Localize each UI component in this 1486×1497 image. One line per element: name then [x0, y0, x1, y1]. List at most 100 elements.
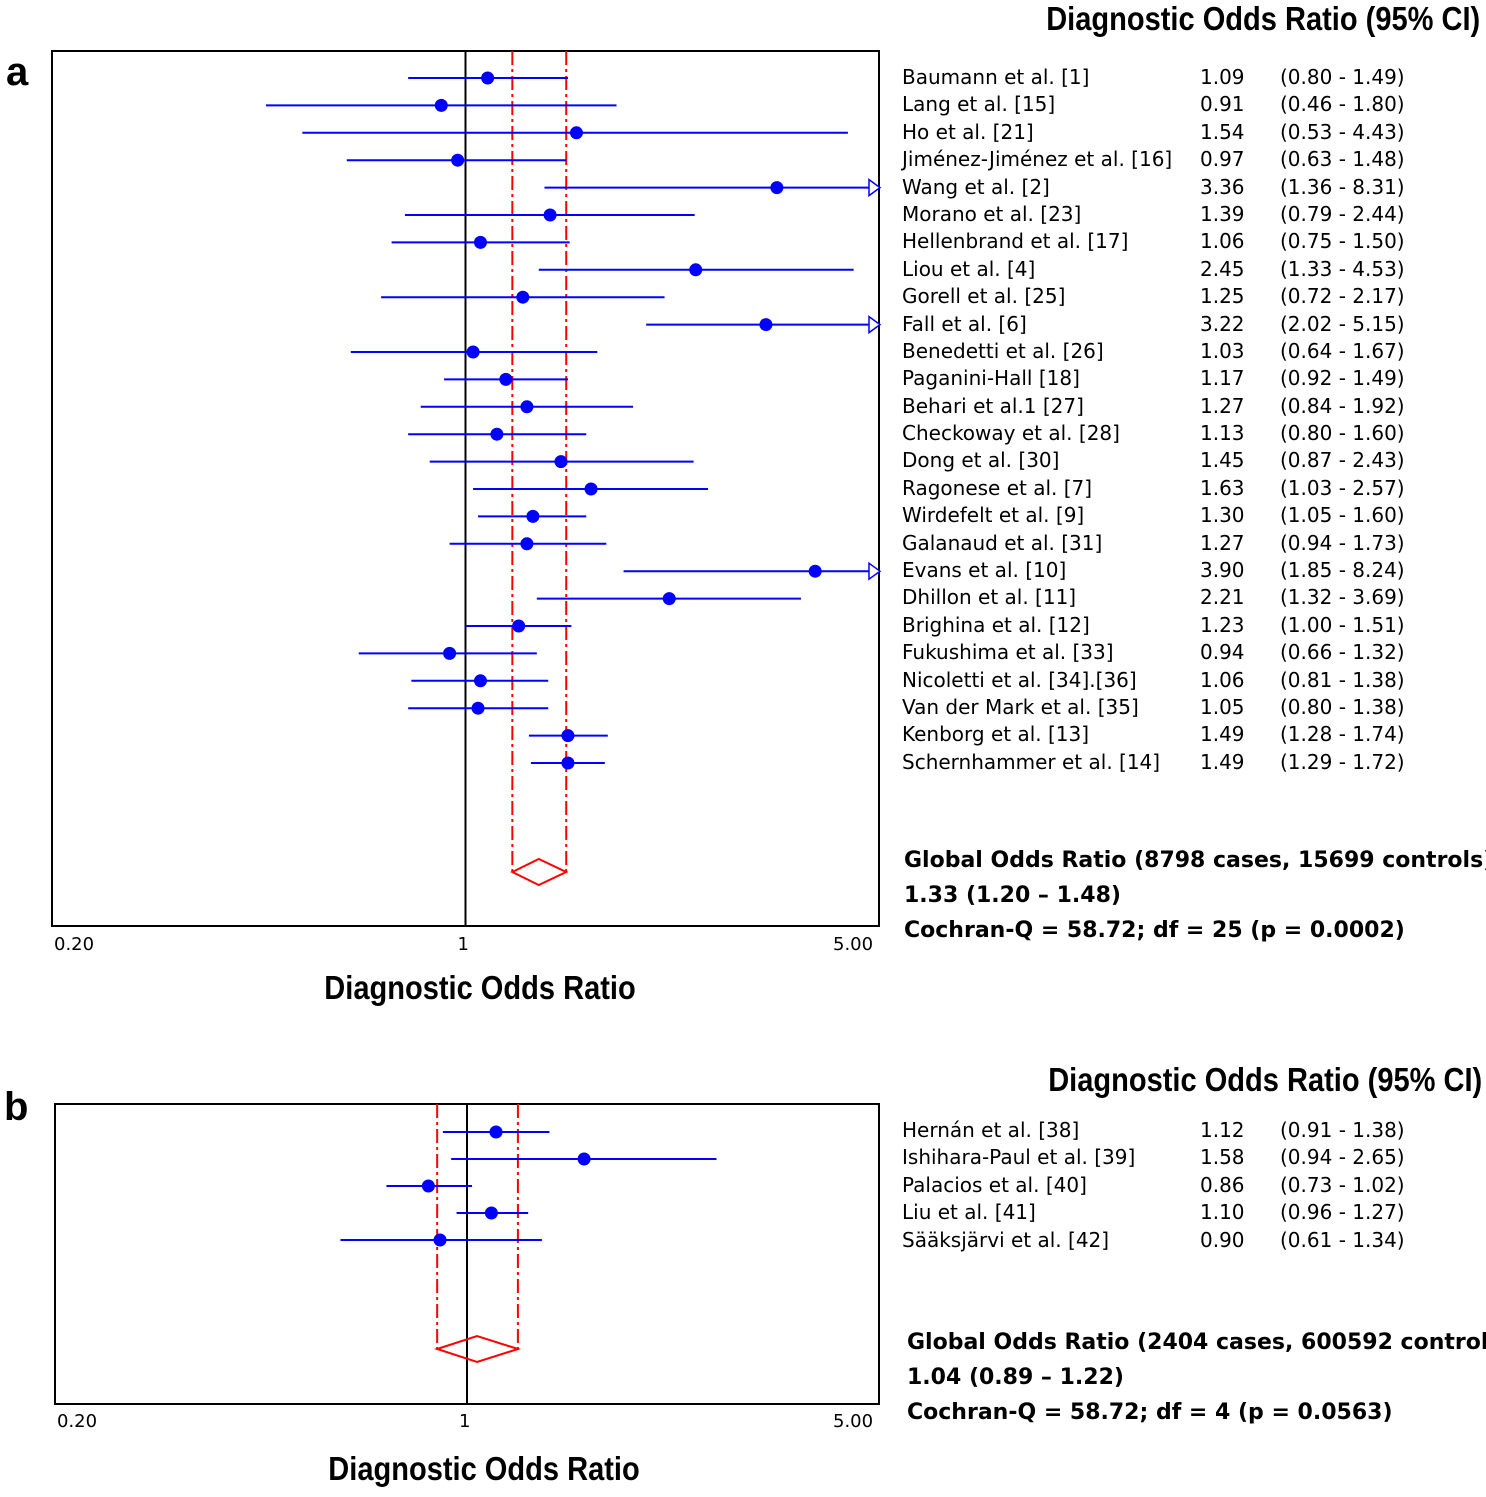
panel-a-point-estimate-5: [543, 208, 557, 222]
panel-a-point-estimate-13: [490, 427, 504, 441]
panel-a-study-ci: (1.85 - 8.24): [1280, 558, 1405, 583]
panel-a-study-name: Evans et al. [10]: [902, 558, 1067, 583]
panel-a-study-row: Wang et al. [2] 3.36 (1.36 - 8.31): [900, 174, 1420, 201]
panel-b-study-odds-ratio: 1.12: [1200, 1118, 1245, 1142]
panel-a-study-ci: (0.79 - 2.44): [1280, 201, 1405, 226]
panel-b-study-row: Palacios et al. [40] 0.86 (0.73 - 1.02): [900, 1172, 1420, 1199]
panel-a-study-ci: (1.03 - 2.57): [1280, 475, 1405, 500]
panel-a-study-row: Galanaud et al. [31] 1.27 (0.94 - 1.73): [900, 530, 1420, 557]
panel-a-study-name: Hellenbrand et al. [17]: [902, 229, 1129, 254]
panel-a-study-row: Van der Mark et al. [35] 1.05 (0.80 - 1.38…: [900, 694, 1420, 721]
panel-a-study-ci: (0.84 - 1.92): [1280, 393, 1405, 418]
panel-a-point-estimate-9: [759, 318, 773, 332]
panel-a-point-estimate-11: [499, 372, 513, 386]
panel-a-study-row: Jiménez-Jiménez et al. [16] 0.97 (0.63 - 1…: [900, 146, 1420, 173]
panel-b-study-row: Sääksjärvi et al. [42] 0.90 (0.61 - 1.34): [900, 1227, 1420, 1254]
panel-a-study-odds-ratio: 1.25: [1200, 284, 1245, 309]
panel-b-point-estimate-1: [577, 1152, 591, 1166]
panel-b-point-estimate-4: [433, 1233, 447, 1247]
panel-b-point-estimate-0: [489, 1125, 503, 1139]
panel-b-global-summary: Global Odds Ratio (2404 cases, 600592 co…: [907, 1325, 1486, 1430]
panel-a-study-row: Paganini-Hall [18] 1.17 (0.92 - 1.49): [900, 365, 1420, 392]
panel-b-global-title: Global Odds Ratio (2404 cases, 600592 co…: [907, 1330, 1486, 1355]
panel-a-forest-plot: 0.20 1 5.00: [51, 50, 882, 955]
panel-a-study-name: Baumann et al. [1]: [902, 65, 1090, 89]
panel-a-study-name: Galanaud et al. [31]: [902, 530, 1103, 555]
panel-a-study-odds-ratio: 1.17: [1200, 366, 1245, 391]
panel-a-study-odds-ratio: 3.22: [1200, 311, 1245, 336]
panel-a-study-odds-ratio: 3.36: [1200, 174, 1245, 199]
panel-a-study-row: Lang et al. [15] 0.91 (0.46 - 1.80): [900, 91, 1420, 118]
panel-a-study-odds-ratio: 1.23: [1200, 612, 1245, 637]
panel-a-x-axis-title: Diagnostic Odds Ratio: [324, 969, 636, 1006]
panel-a-point-estimate-3: [451, 153, 465, 167]
panel-b-study-name: Sääksjärvi et al. [42]: [902, 1227, 1110, 1252]
panel-a-study-ci: (0.87 - 2.43): [1280, 448, 1405, 473]
panel-a-study-row: Dhillon et al. [11] 2.21 (1.32 - 3.69): [900, 584, 1420, 611]
panel-b-study-name: Ishihara-Paul et al. [39]: [902, 1145, 1136, 1170]
panel-a-study-row: Kenborg et al. [13] 1.49 (1.28 - 1.74): [900, 721, 1420, 748]
panel-a-study-odds-ratio: 1.09: [1200, 65, 1245, 89]
panel-a-study-name: Gorell et al. [25]: [902, 284, 1066, 309]
panel-a-point-estimate-8: [516, 290, 530, 304]
panel-a-study-ci: (0.80 - 1.60): [1280, 421, 1405, 446]
panel-a-study-name: Fukushima et al. [33]: [902, 640, 1114, 665]
panel-a-point-estimate-0: [481, 71, 495, 85]
panel-a-study-odds-ratio: 1.06: [1200, 229, 1245, 254]
panel-a-study-odds-ratio: 1.39: [1200, 201, 1245, 226]
panel-a-study-odds-ratio: 0.97: [1200, 147, 1245, 172]
panel-a-point-estimate-4: [770, 181, 784, 195]
panel-a-point-estimate-12: [520, 400, 534, 414]
panel-a-study-row: Ragonese et al. [7] 1.63 (1.03 - 2.57): [900, 475, 1420, 502]
panel-a-study-ci: (1.36 - 8.31): [1280, 174, 1405, 199]
panel-a-study-name: Jiménez-Jiménez et al. [16]: [902, 147, 1173, 172]
panel-a-study-odds-ratio: 0.94: [1200, 640, 1245, 665]
panel-a-study-row: Gorell et al. [25] 1.25 (0.72 - 2.17): [900, 283, 1420, 310]
panel-a-x-tick-label-2: 5.00: [833, 934, 873, 955]
panel-b-x-tick-label-2: 5.00: [833, 1411, 873, 1432]
panel-a-study-ci: (1.00 - 1.51): [1280, 612, 1405, 637]
panel-a-point-estimate-18: [808, 564, 822, 578]
panel-a-study-name: Morano et al. [23]: [902, 201, 1082, 226]
panel-a-ci-arrow-4: [868, 178, 882, 198]
panel-a-study-name: Behari et al.1 [27]: [902, 393, 1084, 418]
panel-a-global-summary: Global Odds Ratio (8798 cases, 15699 con…: [904, 843, 1486, 948]
panel-a-column-header: Diagnostic Odds Ratio (95% CI): [1045, 0, 1480, 37]
panel-a-study-row: Ho et al. [21] 1.54 (0.53 - 4.43): [900, 119, 1420, 146]
panel-a-point-estimate-1: [434, 98, 448, 112]
panel-a-study-ci: (0.80 - 1.38): [1280, 694, 1405, 719]
panel-a-study-row: Schernhammer et al. [14] 1.49 (1.29 - 1.72…: [900, 749, 1420, 776]
panel-a-point-estimate-2: [569, 126, 583, 140]
panel-b-x-axis-title: Diagnostic Odds Ratio: [328, 1450, 640, 1487]
panel-a-study-row: Morano et al. [23] 1.39 (0.79 - 2.44): [900, 201, 1420, 228]
panel-a-study-row: Hellenbrand et al. [17] 1.06 (0.75 - 1.50): [900, 228, 1420, 255]
panel-a-study-ci: (0.75 - 1.50): [1280, 229, 1405, 254]
panel-b-study-name: Palacios et al. [40]: [902, 1172, 1087, 1197]
panel-a-study-ci: (1.32 - 3.69): [1280, 585, 1405, 610]
panel-a-letter: a: [6, 50, 29, 94]
panel-a-study-odds-ratio: 1.30: [1200, 503, 1245, 528]
panel-a-study-ci: (0.64 - 1.67): [1280, 338, 1405, 363]
panel-a-study-name: Fall et al. [6]: [902, 311, 1027, 336]
panel-b-study-row: Ishihara-Paul et al. [39] 1.58 (0.94 - 2.6…: [900, 1144, 1420, 1171]
panel-a-study-odds-ratio: 3.90: [1200, 558, 1245, 583]
panel-a-ci-arrow-18: [868, 561, 882, 581]
panel-a-study-name: Checkoway et al. [28]: [902, 421, 1120, 446]
panel-a-point-estimate-20: [512, 619, 526, 633]
panel-b-column-header: Diagnostic Odds Ratio (95% CI): [1047, 1061, 1482, 1098]
panel-b-study-ci: (0.61 - 1.34): [1280, 1227, 1405, 1252]
panel-b-study-name: Liu et al. [41]: [902, 1200, 1036, 1225]
panel-a-point-estimate-21: [443, 646, 457, 660]
panel-a-study-ci: (0.81 - 1.38): [1280, 667, 1405, 692]
panel-b-study-row: Liu et al. [41] 1.10 (0.96 - 1.27): [900, 1199, 1420, 1226]
panel-b-point-estimate-2: [421, 1179, 435, 1193]
panel-a-study-name: Benedetti et al. [26]: [902, 338, 1104, 363]
panel-a-study-row: Benedetti et al. [26] 1.03 (0.64 - 1.67): [900, 338, 1420, 365]
panel-a-study-name: Liou et al. [4]: [902, 256, 1036, 281]
panel-a-x-tick-label-1: 1: [458, 934, 469, 955]
panel-a-point-estimate-23: [471, 701, 485, 715]
panel-b-letter: b: [4, 1085, 29, 1129]
panel-a-study-odds-ratio: 1.03: [1200, 338, 1245, 363]
panel-a-study-odds-ratio: 0.91: [1200, 92, 1245, 117]
panel-a-study-name: Nicoletti et al. [34].[36]: [902, 667, 1137, 692]
